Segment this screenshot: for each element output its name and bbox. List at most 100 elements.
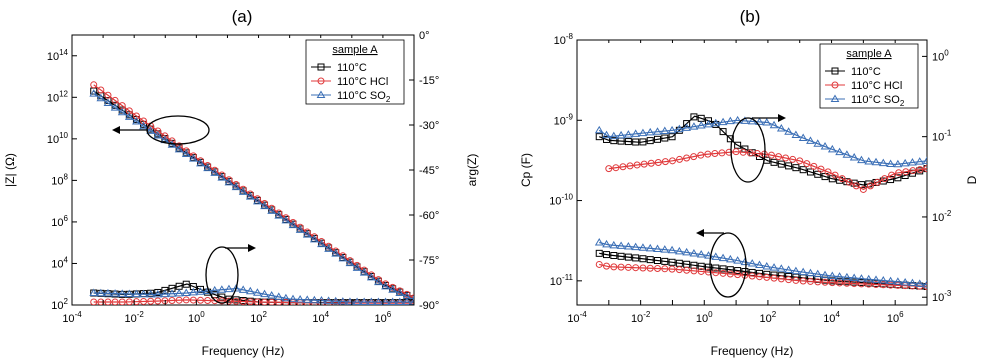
panel-b-series-left-hcl-point bbox=[872, 280, 880, 288]
panel-a-series-right-hcl-point bbox=[196, 296, 204, 304]
panel-a-x-tick-label-4: 104 bbox=[312, 310, 329, 325]
panel-a-series-right-so2-point bbox=[374, 297, 383, 305]
panel-a-x-tick-label-2-base: 10 bbox=[188, 313, 200, 325]
panel-b-series-right-110c-point bbox=[814, 170, 822, 178]
panel-b-series-right-so2-point bbox=[667, 125, 677, 134]
panel-a-yl-tick-label-5-base: 10 bbox=[47, 92, 59, 104]
panel-a-series-right-so2-point bbox=[302, 295, 312, 303]
panel-a-yr-tick-label-0: 0° bbox=[419, 30, 430, 42]
panel-b-series-left-hcl-point bbox=[617, 263, 625, 271]
panel-b-x-tick-label-2: 100 bbox=[696, 310, 713, 325]
panel-b-legend-label-110: 110°C bbox=[851, 66, 881, 78]
panel-b-series-right-110c-point bbox=[792, 164, 800, 172]
panel-a-yl-tick-label-4: 1010 bbox=[47, 131, 69, 146]
panel-b-series-right-hcl-point bbox=[767, 151, 775, 159]
panel-b-x-tick-label-5: 106 bbox=[887, 310, 904, 325]
panel-b-series-left-so2-point bbox=[616, 241, 626, 249]
panel-b-series-right-hcl-point bbox=[668, 157, 676, 165]
panel-b-series-right-so2-point bbox=[711, 118, 721, 127]
panel-a-series-left-so2-point bbox=[245, 192, 255, 200]
panel-b-series-right-so2-point bbox=[806, 136, 815, 144]
panel-a-legend-label-so2: 110°C SO2 bbox=[337, 90, 391, 104]
panel-b-series-right-hcl-point bbox=[838, 175, 846, 183]
panel-b-series-right-hcl-point bbox=[640, 160, 648, 168]
panel-a-series-right-hcl-point bbox=[282, 298, 290, 305]
panel-a-legend-label-hcl: 110°C HCl bbox=[337, 76, 388, 88]
panel-b-series-left-hcl-point bbox=[697, 267, 705, 275]
panel-b-yr-tick-label-0-exp: -3 bbox=[944, 289, 952, 298]
panel-b-series-left-so2-point bbox=[602, 239, 611, 248]
panel-b-x-tick-label-3: 102 bbox=[760, 310, 777, 325]
panel-b-series-left-hcl-point bbox=[748, 272, 756, 280]
panel-a-legend-so2-main: 110°C SO bbox=[337, 90, 386, 102]
panel-b-series-group bbox=[594, 113, 927, 291]
panel-b-series-left-so2-point bbox=[857, 274, 866, 282]
panel-a-series-left-hcl-point bbox=[104, 91, 112, 99]
panel-b-series-right-hcl-point bbox=[676, 155, 684, 163]
panel-b-yl-tick-label-0-exp: -11 bbox=[562, 273, 574, 282]
panel-a-series-left-so2-point bbox=[196, 158, 205, 167]
panel-a-yl-tick-label-5: 1012 bbox=[47, 89, 69, 104]
panel-a-series-left-hcl-point bbox=[140, 117, 148, 125]
panel-a-series-left-so2-point bbox=[238, 187, 248, 195]
panel-b-series-left-so2-point bbox=[908, 278, 917, 287]
panel-a-yl-tick-label-3-base: 10 bbox=[51, 175, 63, 187]
panel-b-series-left-so2-point bbox=[711, 252, 721, 260]
panel-b-series-left-hcl-point bbox=[624, 263, 632, 271]
panel-b-x-tick-label-2-exp: 0 bbox=[708, 310, 713, 319]
panel-b-series-left-so2-point bbox=[776, 264, 786, 272]
panel-a-series-left-so2-point bbox=[224, 177, 234, 186]
panel-b-x-tick-label-1-base: 10 bbox=[631, 313, 643, 325]
panel-b-series-right-so2-point bbox=[762, 117, 772, 126]
panel-b-yl-tick-label-0: 10-11 bbox=[550, 273, 574, 288]
panel-a-yr-tick-label-1: -15° bbox=[419, 75, 439, 87]
panel-b-series-right-hcl-point bbox=[845, 178, 853, 186]
panel-a-series-right-so2-point bbox=[224, 284, 234, 293]
panel-b-series-left-so2-point bbox=[886, 276, 895, 285]
panel-a-x-tick-label-1-exp: -2 bbox=[137, 310, 145, 319]
panel-a-x-tick-label-4-base: 10 bbox=[312, 313, 324, 325]
panel-b-series-right-so2-point bbox=[682, 123, 692, 131]
panel-b-series-right-so2-point bbox=[769, 120, 779, 129]
panel-b-series-left-hcl-point bbox=[792, 276, 800, 284]
panel-b-yr-tick-label-3-exp: 0 bbox=[944, 48, 949, 57]
panel-a-series-right-hcl-point bbox=[104, 298, 112, 305]
panel-b-series-right-so2-point bbox=[725, 116, 735, 125]
panel-b-arrowhead-left bbox=[696, 229, 704, 237]
panel-b-series-left-so2-point bbox=[835, 272, 844, 280]
panel-b-series-right-hcl-point bbox=[902, 168, 910, 176]
panel-a-series-left-so2-point bbox=[281, 215, 291, 224]
panel-b-series-left-so2-point bbox=[842, 272, 852, 281]
panel-b-series-left-110c-point bbox=[639, 255, 647, 263]
panel-b-series-left-hcl-point bbox=[704, 268, 712, 276]
panel-a-series-left-so2-point bbox=[352, 263, 362, 271]
panel-a-x-tick-label-5: 106 bbox=[375, 310, 392, 325]
panel-b-series-right-so2-point bbox=[835, 147, 844, 156]
panel-a-annotation-lower bbox=[205, 244, 256, 304]
panel-b-series-left-so2-point bbox=[791, 266, 801, 275]
panel-b-legend-label-hcl: 110°C HCl bbox=[851, 80, 902, 92]
panel-a-x-tick-label-3: 102 bbox=[250, 310, 267, 325]
panel-a-series-left-hcl-point bbox=[97, 86, 105, 94]
panel-a-series-right-so2-point bbox=[267, 291, 277, 299]
panel-a-annotation-upper bbox=[112, 115, 210, 145]
panel-b-series-left-110c-point bbox=[719, 265, 727, 273]
panel-a-series-left-so2-point bbox=[260, 201, 269, 210]
panel-a-yl-tick-label-2-base: 10 bbox=[51, 217, 63, 229]
panel-b-series-right-so2-point bbox=[631, 129, 641, 137]
panel-a-series-right-hcl-point bbox=[154, 297, 162, 305]
panel-b-series-right-110c-point bbox=[726, 135, 734, 143]
panel-a-series-right-so2-point bbox=[359, 297, 369, 305]
panel-b-series-left-hcl-point bbox=[836, 279, 844, 287]
panel-a-marks bbox=[89, 81, 414, 305]
panel-b-series-right-hcl-point bbox=[852, 182, 860, 190]
panel-b-series-left-hcl-point bbox=[734, 271, 742, 279]
panel-a-series-left-so2-point bbox=[374, 277, 383, 286]
panel-b-series-right-hcl-point bbox=[803, 160, 811, 168]
panel-b-series-left-so2-point bbox=[682, 247, 692, 256]
panel-b-series-right-hcl-point bbox=[923, 165, 927, 173]
panel-b-series-right-110c-point bbox=[639, 138, 647, 146]
panel-b-series-right-so2-point bbox=[886, 159, 895, 167]
panel-a-series-right-so2-point bbox=[167, 289, 177, 297]
